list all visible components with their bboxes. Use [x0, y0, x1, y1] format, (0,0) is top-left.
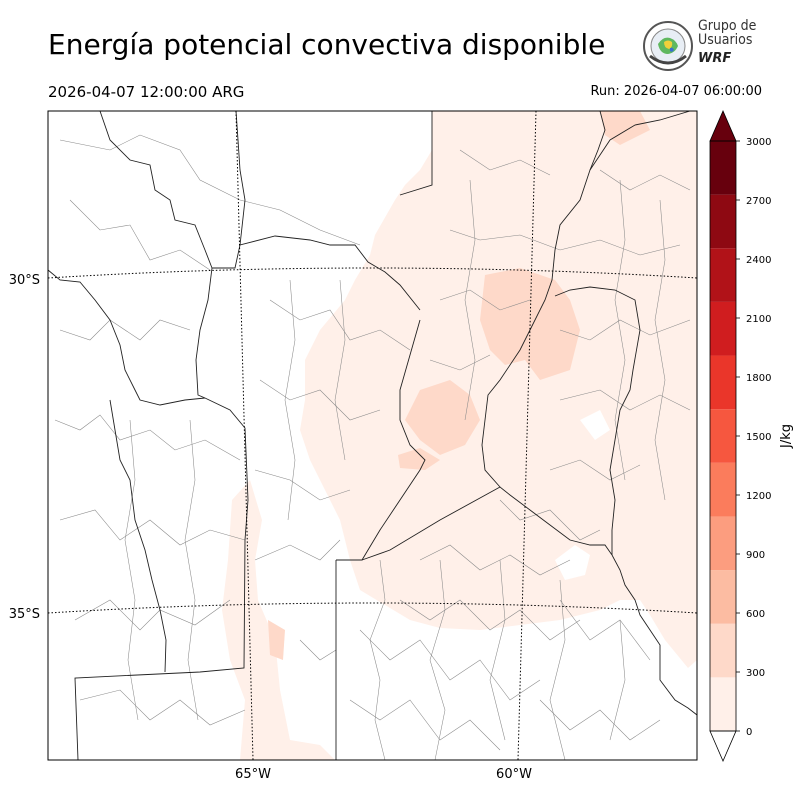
parallel-35s	[48, 602, 697, 614]
lat-label-35s: 35°S	[9, 607, 40, 622]
colorbar-segment	[710, 355, 736, 410]
logo-text: Grupo de Usuarios	[698, 18, 757, 48]
colorbar-segment	[710, 194, 736, 249]
run-time: Run: 2026-04-07 06:00:00	[590, 84, 762, 99]
colorbar-segment	[710, 141, 736, 195]
colorbar-tick-label: 1500	[746, 432, 771, 443]
cape-field-mid-3	[398, 448, 440, 470]
cape-field-low	[300, 111, 697, 668]
map-frame	[47, 110, 698, 761]
wrf-logo: Grupo de Usuarios WRF	[640, 18, 760, 74]
cape-gap-1	[555, 545, 590, 580]
colorbar-segment	[710, 677, 736, 731]
colorbar-tick-label: 900	[746, 550, 765, 561]
colorbar-segment	[710, 409, 736, 463]
department-boundaries	[54, 134, 691, 760]
lat-label-30s: 30°S	[9, 273, 40, 288]
colorbar-tick-label: 300	[746, 668, 765, 679]
colorbar-tick-label: 600	[746, 609, 765, 620]
cape-field-mid-5	[600, 111, 650, 145]
colorbar-segment	[710, 462, 736, 517]
colorbar-under-arrow	[709, 730, 737, 763]
cape-shading	[222, 111, 697, 760]
colorbar-tick-label: 1800	[746, 373, 771, 384]
colorbar-tick-label: 3000	[746, 137, 771, 148]
lon-label-65w: 65°W	[235, 767, 271, 782]
cape-gap-2	[580, 410, 610, 440]
province-boundaries	[48, 111, 697, 760]
colorbar-tick-label: 1200	[746, 491, 771, 502]
colorbar-label: J/kg	[779, 424, 794, 449]
colorbar-over-arrow	[709, 109, 737, 142]
globe-icon	[643, 21, 693, 71]
cape-field-mid-2	[405, 380, 480, 455]
graticule	[48, 111, 697, 760]
cape-field-west	[222, 480, 335, 760]
parallel-30s	[48, 267, 697, 279]
colorbar-tick-label: 2400	[746, 255, 771, 266]
cape-field-mid-4	[268, 620, 285, 660]
colorbar-tick-label: 0	[746, 727, 752, 738]
colorbar: 0 300 600 900 1200 1500 1800 2100 2400 2700 3000	[709, 109, 771, 763]
colorbar-tick-label: 2100	[746, 314, 771, 325]
colorbar-segment	[710, 623, 736, 678]
valid-time: 2026-04-07 12:00:00 ARG	[48, 83, 245, 101]
colorbar-segment	[710, 301, 736, 356]
logo-wrf: WRF	[698, 51, 732, 66]
colorbar-segment	[710, 570, 736, 624]
map-title: Energía potencial convectiva disponible	[48, 28, 606, 61]
colorbar-segment	[710, 516, 736, 571]
colorbar-segment	[710, 248, 736, 302]
lon-label-60w: 60°W	[496, 767, 532, 782]
colorbar-tick-label: 2700	[746, 196, 771, 207]
